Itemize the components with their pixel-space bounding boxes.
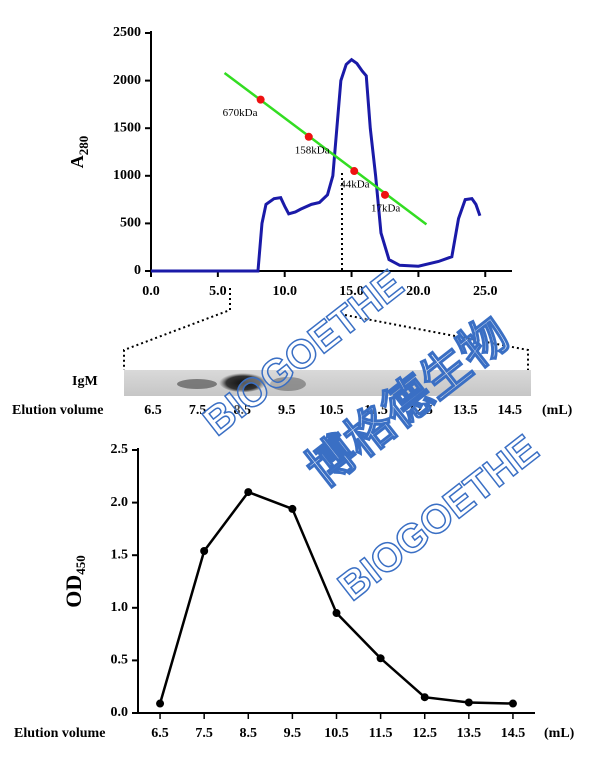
standard-label: 158kDa <box>295 144 330 156</box>
data-point <box>508 699 517 708</box>
blot-unit: (mL) <box>542 403 573 418</box>
x-tick-label: 10.0 <box>272 284 297 299</box>
chart: 0 500 1000 1500 2000 2500 0.0 5.0 10.0 15.0 20.0 25… <box>67 25 512 299</box>
blot-band <box>270 377 306 391</box>
x-axis-unit: (mL) <box>544 726 575 741</box>
x-tick-label: 12.5 <box>412 726 437 741</box>
x-tick-label: 9.5 <box>284 726 302 741</box>
y-tick-label: 0 <box>134 263 141 278</box>
blot: IgM Elution volume (mL) <box>12 370 573 418</box>
blot-lane-label: 7.5 <box>189 403 207 418</box>
y-tick-label: 2.5 <box>111 442 129 457</box>
blot-lane-label: 6.5 <box>144 403 162 418</box>
connectors <box>123 173 529 370</box>
blot-band <box>219 372 267 392</box>
x-tick-label: 20.0 <box>406 284 431 299</box>
x-tick-label: 6.5 <box>151 726 169 741</box>
y-axis-label-sub: 280 <box>76 136 91 156</box>
data-point <box>200 546 209 555</box>
x-tick-label: 13.5 <box>457 726 482 741</box>
y-axis-label: OD450 <box>61 555 88 608</box>
standard-marker <box>304 132 313 141</box>
y-tick-label: 1000 <box>113 168 141 183</box>
data-point <box>244 488 253 497</box>
connector-right <box>344 314 529 370</box>
y-tick-label: 1500 <box>113 120 141 135</box>
data-point <box>156 699 165 708</box>
standard-label: 44kDa <box>340 179 369 191</box>
chart: 0.0 0.5 1.0 1.5 2.0 2.5 6.5 7.5 8.5 9.5 10.5 11.5 12… <box>14 442 575 741</box>
x-tick-label: 8.5 <box>240 726 258 741</box>
blot-band <box>177 379 217 389</box>
blot-xlabel: Elution volume <box>12 403 103 418</box>
blot-lane-label: 10.5 <box>319 403 344 418</box>
y-tick-label: 0.5 <box>111 653 129 668</box>
connector-left <box>123 288 231 370</box>
data-point <box>420 693 429 702</box>
y-tick-label: 2000 <box>113 73 141 88</box>
blot-lane-label: 8.5 <box>233 403 251 418</box>
blot-lane-label: 11.5 <box>364 403 388 418</box>
data-point <box>464 698 473 707</box>
x-tick-label: 14.5 <box>501 726 526 741</box>
x-tick-label: 5.0 <box>209 284 227 299</box>
y-axis-label: A280 <box>67 136 91 169</box>
x-tick-label: 7.5 <box>195 726 213 741</box>
standard-marker <box>350 167 359 176</box>
y-axis-label-main: OD <box>61 575 86 608</box>
standard-marker <box>380 190 389 199</box>
data-point <box>332 609 341 618</box>
standard-label: 17kDa <box>371 202 400 214</box>
y-tick-label: 2.0 <box>111 495 129 510</box>
blot-label: IgM <box>72 374 98 389</box>
y-tick-label: 1.5 <box>111 547 129 562</box>
data-point <box>376 654 385 663</box>
blot-lane-label: 13.5 <box>453 403 478 418</box>
y-axis-label-main: A <box>67 155 87 168</box>
x-tick-label: 25.0 <box>473 284 498 299</box>
blot-lane-label: 12.5 <box>408 403 433 418</box>
data-point <box>288 504 297 513</box>
y-tick-label: 2500 <box>113 25 141 40</box>
blot-lane-label: 14.5 <box>498 403 523 418</box>
x-axis-label: Elution volume <box>14 726 105 741</box>
standard-label: 670kDa <box>223 107 258 119</box>
x-tick-label: 0.0 <box>142 284 160 299</box>
standard-marker <box>256 95 265 104</box>
x-tick-label: 15.0 <box>339 284 364 299</box>
y-tick-label: 1.0 <box>111 600 129 615</box>
blot-lane-label: 9.5 <box>278 403 296 418</box>
y-tick-label: 0.0 <box>111 705 129 720</box>
x-tick-label: 10.5 <box>324 726 349 741</box>
y-axis-label-sub: 450 <box>73 555 88 575</box>
series-line <box>151 57 482 273</box>
y-tick-label: 500 <box>120 216 141 231</box>
x-tick-label: 11.5 <box>369 726 393 741</box>
